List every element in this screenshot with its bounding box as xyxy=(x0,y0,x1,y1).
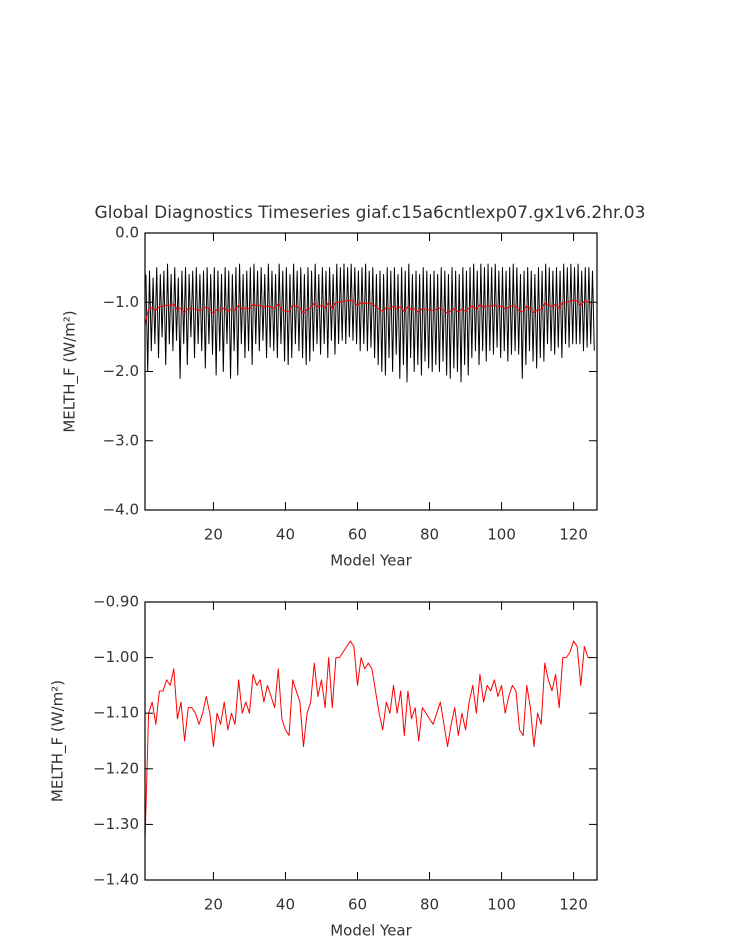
x-tick-label: 100 xyxy=(487,526,516,544)
y-tick-label: −0.90 xyxy=(93,593,139,611)
y-tick-label: −1.40 xyxy=(93,871,139,889)
y-tick-label: −1.30 xyxy=(93,815,139,833)
x-tick-label: 60 xyxy=(348,526,367,544)
x-tick-label: 100 xyxy=(487,896,516,914)
series-line xyxy=(144,640,592,842)
x-tick-label: 20 xyxy=(204,896,223,914)
x-axis-label: Model Year xyxy=(330,922,412,940)
y-axis-label: MELTH_F (W/m²) xyxy=(61,310,80,432)
x-tick-label: 20 xyxy=(204,526,223,544)
plot-frame xyxy=(144,601,598,881)
x-tick-label: 120 xyxy=(559,896,588,914)
y-tick-label: −4.0 xyxy=(103,501,139,519)
y-tick-label: 0.0 xyxy=(115,224,139,242)
x-tick-label: 120 xyxy=(559,526,588,544)
y-axis-label: MELTH_F (W/m²) xyxy=(49,680,68,802)
plot-frame xyxy=(144,232,598,511)
x-axis-label: Model Year xyxy=(330,552,412,570)
x-tick-label: 80 xyxy=(420,896,439,914)
x-tick-label: 60 xyxy=(348,896,367,914)
series-line xyxy=(144,299,592,326)
y-tick-label: −1.20 xyxy=(93,759,139,777)
y-tick-label: −1.0 xyxy=(103,293,139,311)
x-tick-label: 40 xyxy=(276,526,295,544)
y-tick-label: −2.0 xyxy=(103,362,139,380)
y-tick-label: −3.0 xyxy=(103,431,139,449)
chart-title: Global Diagnostics Timeseries giaf.c15a6… xyxy=(95,203,646,223)
x-tick-label: 80 xyxy=(420,526,439,544)
series-line xyxy=(145,263,595,383)
y-tick-label: −1.00 xyxy=(93,648,139,666)
y-tick-label: −1.10 xyxy=(93,704,139,722)
x-tick-label: 40 xyxy=(276,896,295,914)
